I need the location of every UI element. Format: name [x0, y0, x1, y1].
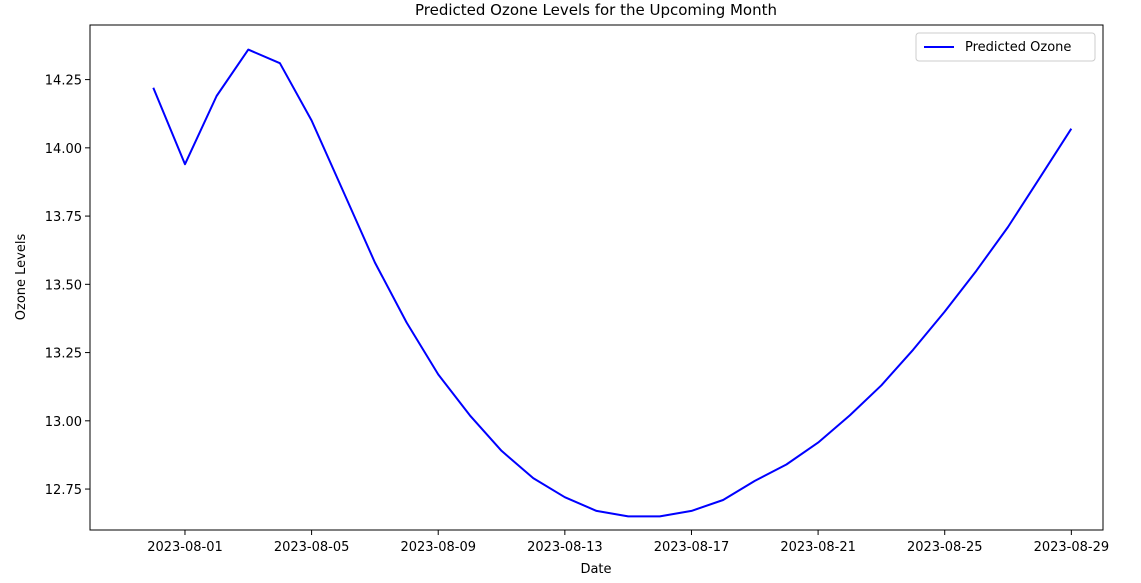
plot-area-frame — [89, 24, 1104, 531]
legend: Predicted Ozone — [915, 32, 1096, 62]
y-tick-label: 13.50 — [45, 278, 82, 293]
legend-label-predicted-ozone: Predicted Ozone — [965, 40, 1071, 55]
y-tick-label: 13.00 — [45, 415, 82, 430]
x-tick-label: 2023-08-21 — [780, 540, 856, 555]
x-tick-label: 2023-08-13 — [527, 540, 603, 555]
y-tick-label: 13.25 — [45, 347, 82, 362]
y-tick-label: 14.00 — [45, 142, 82, 157]
chart-title: Predicted Ozone Levels for the Upcoming … — [415, 1, 777, 19]
y-tick-label: 12.75 — [45, 483, 82, 498]
y-axis: 12.75 13.00 13.25 13.50 13.75 14.00 14.25 — [45, 74, 90, 498]
x-tick-label: 2023-08-25 — [907, 540, 983, 555]
x-tick-label: 2023-08-29 — [1034, 540, 1110, 555]
x-tick-label: 2023-08-09 — [400, 540, 476, 555]
y-tick-label: 14.25 — [45, 74, 82, 89]
y-tick-label: 13.75 — [45, 210, 82, 225]
x-axis-label: Date — [580, 562, 611, 577]
series-layer — [152, 48, 1073, 518]
legend-box — [915, 32, 1096, 62]
x-tick-label: 2023-08-17 — [654, 540, 730, 555]
y-axis-label: Ozone Levels — [14, 234, 29, 321]
x-axis: 2023-08-01 2023-08-05 2023-08-09 2023-08-13… — [147, 530, 1109, 555]
x-tick-label: 2023-08-01 — [147, 540, 223, 555]
x-tick-label: 2023-08-05 — [274, 540, 350, 555]
series-line-predicted-ozone — [152, 48, 1073, 518]
